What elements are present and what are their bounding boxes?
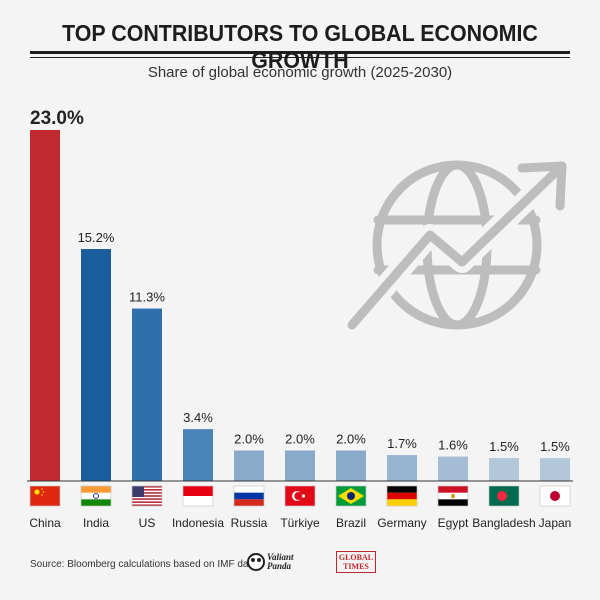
japan-flag-icon [539, 485, 571, 507]
bar-india [81, 249, 111, 481]
value-label: 2.0% [234, 431, 264, 446]
category-label: China [29, 516, 61, 530]
value-label: 1.6% [438, 438, 468, 453]
russia-flag-icon [233, 485, 265, 507]
category-label: Japan [539, 516, 572, 530]
bar-japan [540, 458, 570, 481]
global-times-logo: GLOBAL TIMES [336, 551, 376, 573]
title-rule-thick [30, 51, 570, 54]
bar-russia [234, 450, 264, 481]
value-label: 23.0% [30, 108, 84, 129]
valiant-panda-logo: Valiant Panda [247, 551, 305, 573]
category-label: Türkiye [280, 516, 320, 530]
category-label: Brazil [336, 516, 366, 530]
category-label: Egypt [438, 516, 469, 530]
germany-flag-icon [386, 485, 418, 507]
brazil-flag-icon [335, 485, 367, 507]
growth-arrowhead [517, 161, 567, 211]
category-label: Indonesia [172, 516, 224, 530]
category-label: Russia [231, 516, 268, 530]
value-label: 3.4% [183, 410, 213, 425]
egypt-flag-icon [437, 485, 469, 507]
value-label: 1.5% [540, 439, 570, 454]
valiant-panda-logo-text: Valiant Panda [267, 552, 294, 571]
value-label: 11.3% [129, 290, 165, 305]
china-flag-icon [29, 485, 61, 507]
value-label: 1.7% [387, 436, 417, 451]
category-label: Germany [377, 516, 426, 530]
value-label: 15.2% [78, 230, 115, 245]
category-label: Bangladesh [472, 516, 535, 530]
bar-türkiye [285, 450, 315, 481]
category-label: US [139, 516, 156, 530]
india-flag-icon [80, 485, 112, 507]
panda-icon [247, 553, 265, 571]
source-note: Source: Bloomberg calculations based on … [30, 559, 257, 570]
bar-china [30, 130, 60, 481]
bar-egypt [438, 456, 468, 481]
value-label: 1.5% [489, 439, 519, 454]
chart-subtitle: Share of global economic growth (2025-20… [147, 64, 453, 81]
bangladesh-flag-icon [488, 485, 520, 507]
bar-bangladesh [489, 458, 519, 481]
turkiye-flag-icon [284, 485, 316, 507]
growth-arrow [347, 163, 565, 330]
arrow-gap [341, 157, 571, 336]
bar-brazil [336, 450, 366, 481]
value-label: 2.0% [285, 431, 315, 446]
bar-germany [387, 455, 417, 481]
bar-indonesia [183, 429, 213, 481]
bar-us [132, 308, 162, 481]
us-flag-icon [131, 485, 163, 507]
title-rule-thin [30, 57, 570, 58]
value-label: 2.0% [336, 431, 366, 446]
category-label: India [83, 516, 109, 530]
indonesia-flag-icon [182, 485, 214, 507]
